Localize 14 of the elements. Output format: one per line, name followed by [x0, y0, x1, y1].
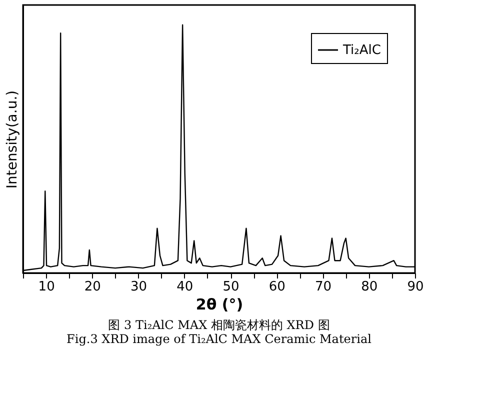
- x-tick-label: 10: [38, 280, 55, 294]
- caption: 图 3 Ti₂AlC MAX 相陶瓷材料的 XRD 图: [108, 318, 330, 332]
- x-tick-label: 80: [361, 280, 378, 294]
- x-tick-label: 90: [407, 280, 424, 294]
- x-tick-label: 20: [84, 280, 101, 294]
- legend-label: Ti₂AlC: [342, 43, 381, 58]
- x-tick-label: 60: [268, 280, 286, 294]
- y-axis-title: Intensity(a.u.): [4, 90, 20, 189]
- x-tick-label: 30: [130, 280, 148, 294]
- caption: Fig.3 XRD image of Ti₂AlC MAX Ceramic Material: [66, 332, 372, 346]
- x-tick-label: 50: [222, 280, 240, 294]
- x-axis-title: 2θ (°): [196, 296, 244, 314]
- x-tick-label: 70: [314, 280, 332, 294]
- x-tick-label: 40: [176, 280, 194, 294]
